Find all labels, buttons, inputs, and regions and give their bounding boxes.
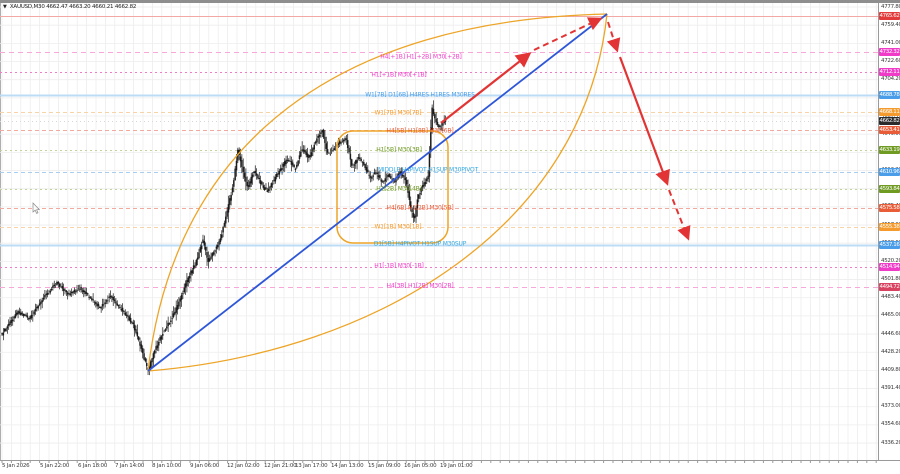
price-axis-label: 4722.60 — [881, 58, 900, 64]
consolidation-box[interactable] — [336, 130, 449, 244]
red-projection-arrow-2[interactable] — [533, 17, 603, 51]
chart-left-border — [0, 3, 1, 460]
lens-upper-arc[interactable] — [147, 13, 608, 372]
time-axis-label: 13 Jan 17:00 — [295, 463, 328, 469]
price-axis-label: 4741.00 — [881, 39, 900, 46]
price-level-badge: 4494.72 — [879, 283, 900, 291]
blue-trendline[interactable] — [147, 13, 608, 372]
drawing-objects[interactable] — [147, 13, 691, 372]
time-axis-label: 16 Jan 05:00 — [404, 463, 437, 469]
price-axis-label: 4391.40 — [881, 385, 900, 392]
price-axis-label: 4373.00 — [881, 403, 900, 410]
price-level-badge: 4765.62 — [879, 12, 900, 20]
price-level-badge: 4712.11 — [879, 68, 900, 76]
time-axis-label: 8 Jan 10:00 — [152, 463, 182, 469]
price-axis-label: 4759.40 — [881, 21, 900, 28]
time-axis-label: 15 Jan 09:00 — [368, 463, 401, 469]
price-axis-label: 4428.20 — [881, 348, 900, 355]
price-axis-label: 4409.80 — [881, 366, 900, 373]
price-axis-label: 4446.60 — [881, 330, 900, 337]
time-axis[interactable]: 5 Jan 2026 5 Jan 22:00 6 Jan 18:00 7 Jan 14… — [0, 460, 900, 474]
axis-frame — [0, 3, 900, 463]
red-projection-arrow-5[interactable] — [668, 189, 691, 241]
time-axis-label: 14 Jan 13:00 — [331, 463, 364, 469]
price-level-badge: 4593.84 — [879, 185, 900, 193]
chart-shift-marker-icon: ▼ — [3, 4, 7, 10]
price-level-badge: 4653.41 — [879, 126, 900, 134]
time-axis-label: 6 Jan 18:00 — [78, 463, 108, 469]
lens-lower-arc[interactable] — [147, 13, 608, 372]
candlestick-series — [1, 100, 447, 376]
time-axis-label: 7 Jan 14:00 — [115, 463, 145, 469]
price-level-badge: 4575.58 — [879, 204, 900, 212]
price-level-badge: 4688.78 — [879, 91, 900, 99]
mouse-cursor — [32, 202, 41, 214]
price-level-badge: 4555.38 — [879, 223, 900, 231]
price-level-badge: 4537.16 — [879, 241, 900, 249]
price-level-badge: 4668.11 — [879, 108, 900, 116]
time-axis-label: 19 Jan 01:00 — [440, 463, 473, 469]
price-axis-label: 4501.80 — [881, 276, 900, 283]
price-axis-label: 4520.20 — [881, 257, 900, 264]
time-axis-label: 12 Jan 21:00 — [264, 463, 297, 469]
chart-title-row: ▼ XAUUSD,M30 4662.47 4663.20 4660.21 466… — [3, 4, 136, 10]
price-level-badge: 4514.94 — [879, 263, 900, 271]
time-axis-label: 9 Jan 06:00 — [190, 463, 220, 469]
price-axis-label: 4465.00 — [881, 312, 900, 319]
price-level-badge: 4633.19 — [879, 146, 900, 154]
price-level-badge: 4662.82 — [879, 117, 900, 125]
price-axis-label: 4704.20 — [881, 76, 900, 83]
time-axis-label: 5 Jan 2026 — [2, 463, 30, 469]
red-projection-arrow-3[interactable] — [606, 21, 621, 53]
price-axis-label: 4354.60 — [881, 421, 900, 428]
red-projection-arrow-1[interactable] — [440, 52, 532, 124]
price-level-badge: 4610.96 — [879, 168, 900, 176]
red-projection-arrow-4[interactable] — [618, 56, 670, 186]
price-level-badge: 4732.32 — [879, 48, 900, 56]
price-axis-label: 4336.20 — [881, 439, 900, 446]
grid-lines — [0, 3, 878, 460]
price-axis[interactable]: 4777.804759.404741.004722.604704.204685.… — [879, 0, 900, 474]
price-axis-label: 4777.80 — [881, 3, 900, 10]
time-axis-label: 12 Jan 02:00 — [227, 463, 260, 469]
chart-ohlc-title: XAUUSD,M30 4662.47 4663.20 4660.21 4662.… — [9, 4, 137, 10]
price-axis-label: 4483.40 — [881, 294, 900, 301]
window-top-border — [0, 0, 900, 3]
time-axis-label: 5 Jan 22:00 — [40, 463, 70, 469]
horizontal-level-lines[interactable] — [0, 16, 878, 288]
